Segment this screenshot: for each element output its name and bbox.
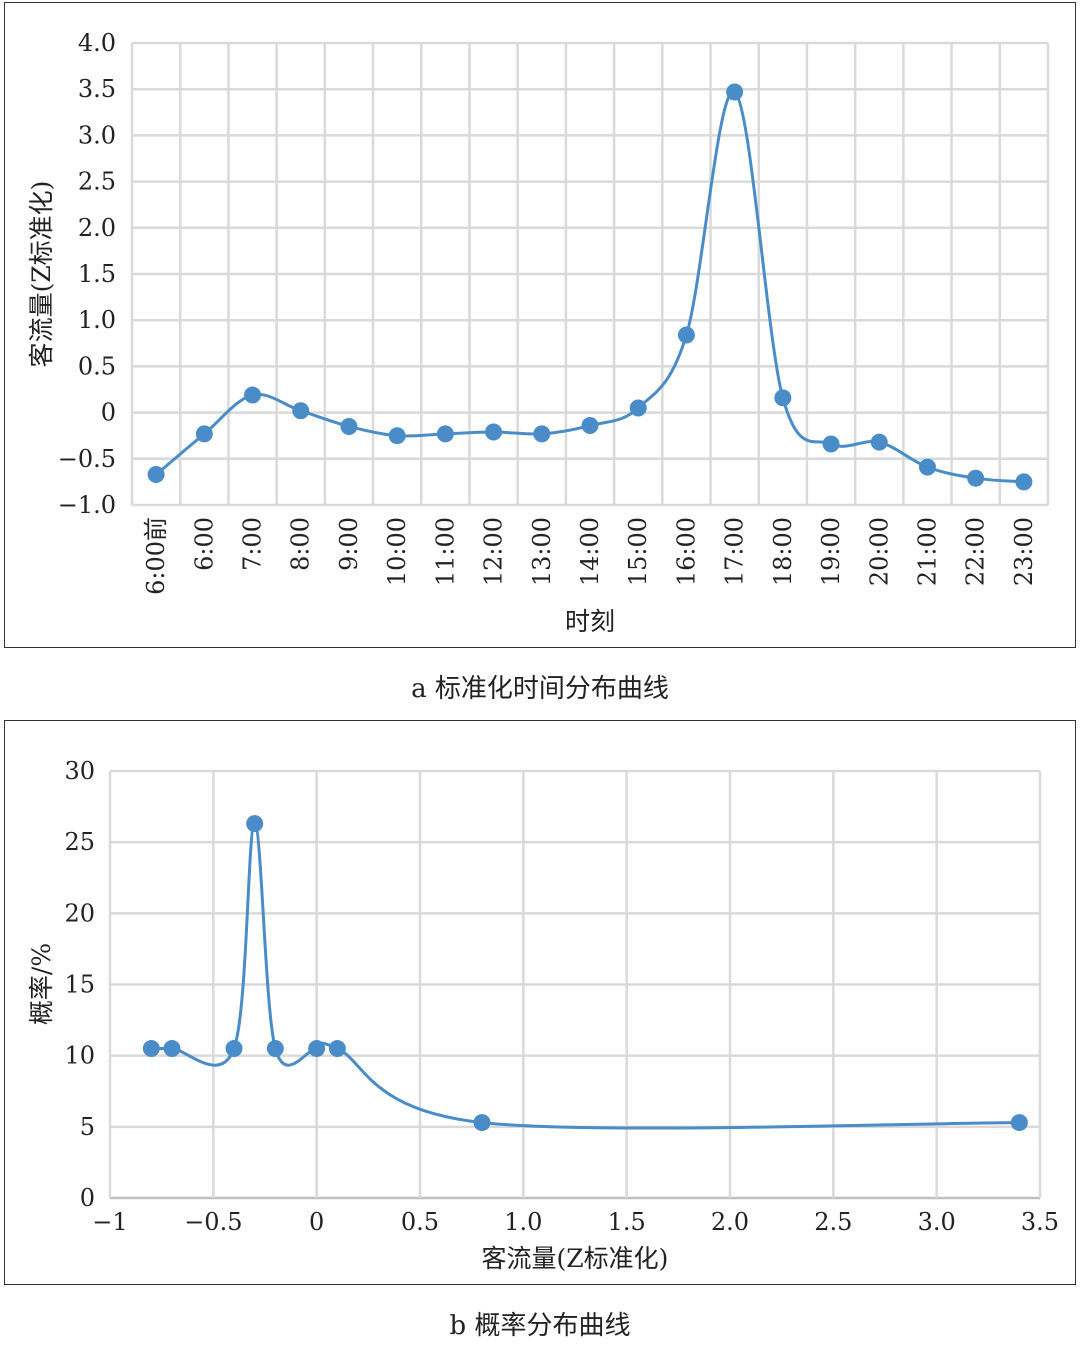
chart-a-x-tick-label: 11:00 bbox=[431, 517, 459, 586]
chart-a-y-tick-label: 2.0 bbox=[78, 214, 116, 242]
chart-a-data-point bbox=[195, 425, 213, 443]
chart-b-y-axis-label: 概率/% bbox=[27, 943, 56, 1025]
chart-b-x-tick-label: 0.5 bbox=[401, 1208, 439, 1236]
chart-b-y-tick-label: 15 bbox=[64, 971, 95, 999]
chart-a-data-point bbox=[918, 458, 936, 476]
chart-b-points bbox=[142, 815, 1028, 1132]
chart-a-x-tick-label: 12:00 bbox=[480, 517, 508, 586]
chart-a-x-axis-label: 时刻 bbox=[565, 607, 615, 636]
chart-a-data-point bbox=[967, 469, 985, 487]
chart-b-y-tick-label: 0 bbox=[80, 1184, 95, 1212]
chart-b-y-tick-label: 5 bbox=[80, 1113, 95, 1141]
chart-a-x-tick-label: 14:00 bbox=[576, 517, 604, 586]
chart-b-data-point bbox=[142, 1040, 160, 1058]
chart-b-data-point bbox=[1010, 1114, 1028, 1132]
chart-a-data-point bbox=[581, 417, 599, 435]
chart-b-series-line bbox=[151, 822, 1020, 1130]
chart-a-y-tick-label: 4.0 bbox=[78, 29, 116, 57]
probability-distribution-chart: 0 5 10 15 20 25 30 −1 −0.5 0 0.5 1.0 1.5 2.0 2.5 3.0 3.… bbox=[27, 757, 1059, 1273]
chart-a-data-point bbox=[870, 433, 888, 451]
chart-a-y-tick-label: 1.5 bbox=[78, 260, 116, 288]
chart-a-y-axis-label: 客流量(Z标准化) bbox=[27, 181, 56, 368]
chart-a-y-tick-label: 0 bbox=[101, 399, 116, 427]
chart-b-frame bbox=[4, 720, 1076, 1285]
chart-a-y-tick-label: 3.0 bbox=[78, 121, 116, 149]
chart-b-x-tick-label: 1.5 bbox=[608, 1208, 646, 1236]
chart-b-data-point bbox=[246, 815, 264, 833]
chart-a-y-tick-label: −0.5 bbox=[58, 445, 116, 473]
chart-b-x-tick-label: 0 bbox=[309, 1208, 324, 1236]
chart-b-data-point bbox=[163, 1040, 181, 1058]
chart-b-y-tick-label: 20 bbox=[64, 899, 95, 927]
chart-a-points bbox=[147, 83, 1033, 491]
chart-a-y-ticks: −1.0 −0.5 0 0.5 1.0 1.5 2.0 2.5 3.0 3.5 4.0 bbox=[58, 29, 116, 519]
chart-a-x-tick-label: 22:00 bbox=[962, 517, 990, 586]
chart-b-y-ticks: 0 5 10 15 20 25 30 bbox=[64, 757, 95, 1212]
chart-b-x-axis-label: 客流量(Z标准化) bbox=[482, 1244, 669, 1273]
chart-a-y-tick-label: 2.5 bbox=[78, 168, 116, 196]
chart-b-x-ticks: −1 −0.5 0 0.5 1.0 1.5 2.0 2.5 3.0 3.5 bbox=[92, 1208, 1059, 1236]
chart-b-data-point bbox=[266, 1040, 284, 1058]
chart-b-data-point bbox=[308, 1040, 326, 1058]
chart-a-x-tick-label: 6:00 bbox=[190, 517, 218, 571]
chart-b-caption: b 概率分布曲线 bbox=[449, 1311, 631, 1341]
time-distribution-chart: −1.0−0.500.51.01.52.02.53.03.54.0 6:00前 6… bbox=[27, 29, 1050, 636]
chart-a-data-point bbox=[340, 417, 358, 435]
chart-a-data-point bbox=[1015, 473, 1033, 491]
chart-a-x-tick-label: 17:00 bbox=[721, 517, 749, 586]
chart-a-data-point bbox=[533, 425, 551, 443]
chart-a-x-tick-label: 18:00 bbox=[769, 517, 797, 586]
chart-a-data-point bbox=[726, 83, 744, 101]
chart-a-x-tick-label: 13:00 bbox=[528, 517, 556, 586]
chart-a-data-point bbox=[292, 402, 310, 420]
chart-a-caption: a 标准化时间分布曲线 bbox=[411, 674, 669, 704]
chart-a-y-tick-label: 3.5 bbox=[78, 75, 116, 103]
chart-a-x-tick-label: 10:00 bbox=[383, 517, 411, 586]
chart-a-data-point bbox=[436, 425, 454, 443]
chart-a-x-ticks: 6:00前 6:00 7:00 8:00 9:00 10:00 11:00 12:00 13:0… bbox=[142, 517, 1038, 595]
chart-a-data-point bbox=[774, 389, 792, 407]
chart-b-y-tick-label: 25 bbox=[64, 828, 95, 856]
chart-a-y-tick-label: −1.0 bbox=[58, 491, 116, 519]
chart-a-x-tick-label: 15:00 bbox=[624, 517, 652, 586]
chart-a-data-point bbox=[147, 466, 165, 484]
chart-a-x-tick-label: 23:00 bbox=[1010, 517, 1038, 586]
chart-b-data-point bbox=[473, 1114, 491, 1132]
chart-b-x-tick-label: 3.0 bbox=[918, 1208, 956, 1236]
chart-b-data-point bbox=[225, 1040, 243, 1058]
chart-a-x-tick-label: 21:00 bbox=[913, 517, 941, 586]
chart-b-y-tick-label: 30 bbox=[64, 757, 95, 785]
chart-a-frame bbox=[4, 2, 1076, 648]
chart-a-y-tick-label: 1.0 bbox=[78, 306, 116, 334]
chart-b-x-tick-label: −1 bbox=[92, 1208, 127, 1236]
chart-a-grid bbox=[130, 41, 1050, 507]
chart-a-data-point bbox=[244, 386, 262, 404]
chart-a-x-tick-label: 20:00 bbox=[865, 517, 893, 586]
chart-a-x-tick-label: 7:00 bbox=[239, 517, 267, 571]
chart-b-x-tick-label: −0.5 bbox=[184, 1208, 242, 1236]
chart-b-x-tick-label: 2.0 bbox=[711, 1208, 749, 1236]
chart-a-data-point bbox=[629, 399, 647, 417]
chart-a-data-point bbox=[388, 427, 406, 445]
chart-a-data-point bbox=[677, 326, 695, 344]
chart-a-x-tick-label: 9:00 bbox=[335, 517, 363, 571]
chart-a-x-tick-label: 16:00 bbox=[672, 517, 700, 586]
chart-a-data-point bbox=[485, 423, 503, 441]
chart-a-y-tick-label: 0.5 bbox=[78, 352, 116, 380]
chart-a-x-tick-label: 19:00 bbox=[817, 517, 845, 586]
chart-a-x-tick-label: 6:00前 bbox=[142, 517, 170, 595]
chart-b-x-tick-label: 3.5 bbox=[1021, 1208, 1059, 1236]
chart-a-data-point bbox=[822, 435, 840, 453]
chart-b-y-tick-label: 10 bbox=[64, 1042, 95, 1070]
chart-b-grid bbox=[108, 769, 1042, 1200]
chart-b-x-tick-label: 2.5 bbox=[814, 1208, 852, 1236]
chart-a-x-tick-label: 8:00 bbox=[287, 517, 315, 571]
chart-b-x-tick-label: 1.0 bbox=[504, 1208, 542, 1236]
chart-b-data-point bbox=[328, 1040, 346, 1058]
